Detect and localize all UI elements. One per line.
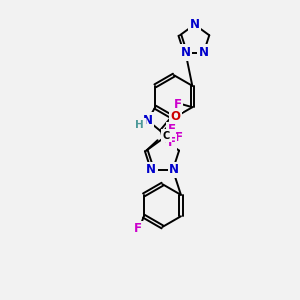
Text: N: N [190, 18, 200, 31]
Text: O: O [170, 110, 181, 123]
Text: C: C [163, 131, 170, 141]
Text: N: N [143, 114, 153, 127]
Text: F: F [175, 131, 183, 144]
Text: F: F [134, 222, 142, 235]
Text: F: F [167, 123, 175, 136]
Text: N: N [169, 164, 179, 176]
Text: H: H [135, 120, 144, 130]
Text: N: N [199, 46, 209, 59]
Text: F: F [173, 98, 181, 111]
Text: N: N [181, 46, 190, 59]
Text: F: F [167, 136, 175, 149]
Text: N: N [146, 164, 156, 176]
